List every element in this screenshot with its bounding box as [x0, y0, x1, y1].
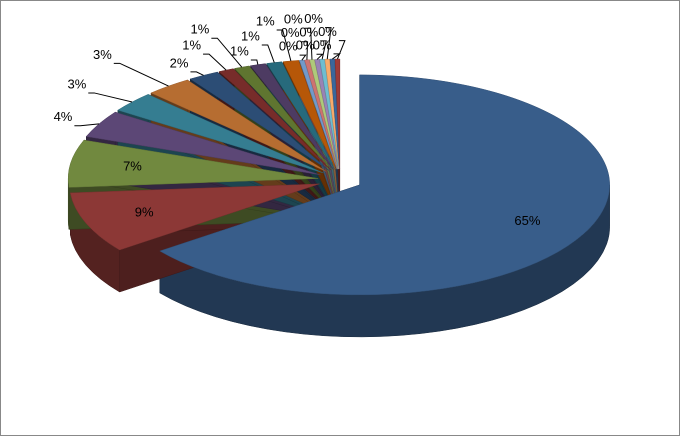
data-label: 0%	[284, 12, 303, 27]
slice	[304, 59, 338, 170]
leader-line	[74, 123, 100, 127]
slice	[69, 183, 320, 251]
leader-line	[261, 44, 275, 63]
slice	[189, 71, 330, 171]
data-label: 0%	[313, 37, 332, 52]
leader-line	[320, 40, 327, 60]
slice	[250, 63, 334, 170]
slice	[117, 94, 324, 174]
data-label: 1%	[191, 22, 210, 37]
leader-line	[316, 53, 324, 60]
leader-line	[211, 37, 243, 68]
leader-line	[325, 27, 332, 60]
data-label: 2%	[170, 55, 189, 70]
data-label: 0%	[281, 25, 300, 40]
data-label: 1%	[241, 28, 260, 43]
data-label: 0%	[304, 11, 323, 26]
data-label: 3%	[67, 76, 86, 91]
slice	[234, 65, 333, 170]
leader-line	[250, 59, 259, 65]
leader-line	[299, 54, 307, 61]
leader-line	[203, 53, 227, 71]
slice	[334, 58, 341, 170]
leader-line	[276, 29, 292, 62]
slice	[159, 74, 610, 296]
slice	[67, 139, 319, 188]
tops	[67, 58, 610, 296]
leader-line	[113, 62, 169, 87]
labels: 65%9%7%4%3%3%2%1%1%1%1%1%0%0%0%0%0%0%0%0…	[54, 11, 541, 228]
leader-line	[88, 92, 133, 103]
slice	[150, 79, 327, 172]
data-label: 0%	[279, 39, 298, 54]
slice	[218, 68, 331, 171]
data-label: 9%	[135, 205, 154, 220]
leader-line	[190, 71, 204, 76]
slice	[266, 61, 335, 170]
data-label: 4%	[54, 109, 73, 124]
data-label: 0%	[299, 24, 318, 39]
leader-line	[301, 41, 309, 60]
data-label: 0%	[318, 24, 337, 39]
slice	[309, 59, 338, 170]
slice	[85, 111, 321, 176]
leader-line	[304, 27, 313, 60]
data-label: 1%	[182, 38, 201, 53]
data-label: 0%	[296, 38, 315, 53]
data-label: 7%	[123, 159, 142, 174]
data-label: 65%	[514, 213, 540, 228]
leader-line	[336, 40, 346, 60]
data-label: 3%	[93, 47, 112, 62]
data-label: 1%	[230, 43, 249, 58]
data-label: 1%	[256, 13, 275, 28]
